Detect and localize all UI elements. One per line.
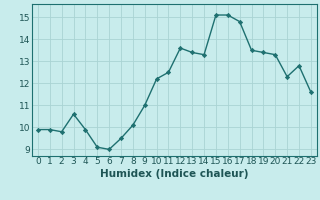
X-axis label: Humidex (Indice chaleur): Humidex (Indice chaleur) [100, 169, 249, 179]
